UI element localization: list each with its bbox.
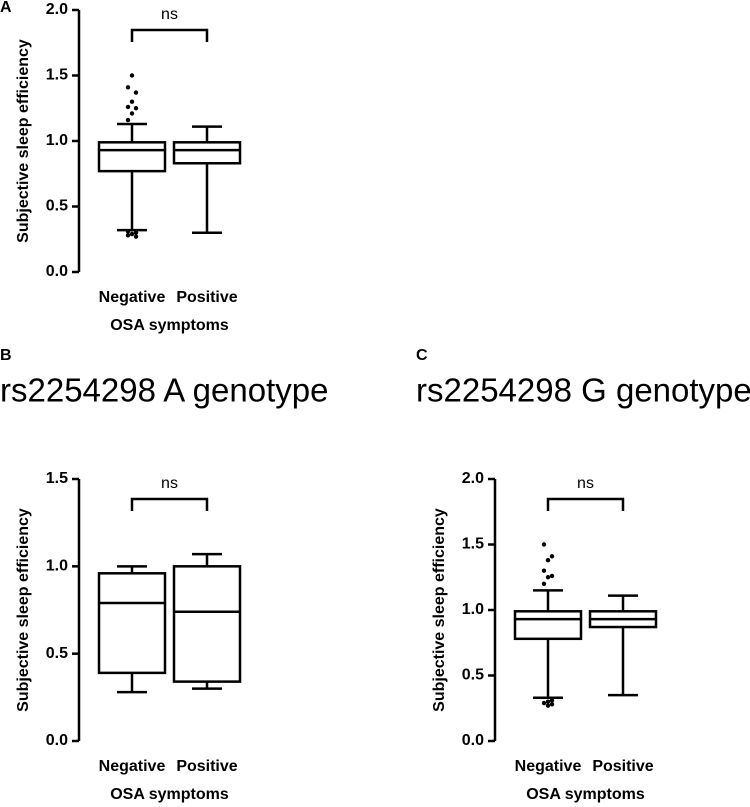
x-tick-label: Positive <box>176 758 237 775</box>
significance-label: ns <box>577 475 594 492</box>
panel-title: rs2254298 A genotype <box>0 372 328 409</box>
outlier <box>129 99 135 104</box>
outlier <box>125 85 131 90</box>
y-axis-label: Subjective sleep efficiency <box>431 508 448 712</box>
y-tick-label: 0.0 <box>46 732 68 749</box>
outlier <box>541 568 547 573</box>
y-tick-label: 1.5 <box>46 470 68 487</box>
y-tick-label: 1.0 <box>462 601 484 618</box>
x-axis-label: OSA symptoms <box>526 786 645 803</box>
y-tick-label: 0.5 <box>46 198 68 215</box>
panel-label: B <box>0 347 12 364</box>
x-axis-label: OSA symptoms <box>110 786 229 803</box>
outlier <box>541 581 547 586</box>
y-tick-label: 0.0 <box>46 263 68 280</box>
outlier <box>129 231 135 237</box>
outlier <box>125 104 131 110</box>
y-tick-label: 1.0 <box>46 132 68 149</box>
outlier <box>129 73 135 78</box>
outlier <box>545 558 551 563</box>
significance-bracket <box>130 28 209 42</box>
y-tick-label: 0.5 <box>46 645 68 662</box>
y-tick-label: 2.0 <box>462 470 484 487</box>
outlier <box>133 234 139 239</box>
x-tick-label: Negative <box>99 758 166 775</box>
x-tick-label: Negative <box>99 289 166 306</box>
y-tick-label: 0.5 <box>462 667 484 684</box>
y-axis-label: Subjective sleep efficiency <box>15 508 32 712</box>
y-tick-label: 2.0 <box>46 1 68 18</box>
y-tick-label: 0.0 <box>462 732 484 749</box>
y-axis-label: Subjective sleep efficiency <box>15 39 32 243</box>
outlier <box>541 700 547 706</box>
y-tick-label: 1.5 <box>46 67 68 84</box>
outlier <box>125 233 131 238</box>
box <box>172 565 242 683</box>
panel-title: rs2254298 G genotype <box>416 372 750 409</box>
y-tick-label: 1.5 <box>462 536 484 553</box>
box <box>97 572 167 675</box>
significance-label: ns <box>161 6 178 23</box>
outlier <box>545 703 551 708</box>
outlier <box>133 90 139 95</box>
y-tick-label: 1.0 <box>46 558 68 575</box>
outlier <box>541 542 547 547</box>
x-axis-label: OSA symptoms <box>110 317 229 334</box>
outlier <box>133 106 139 111</box>
x-tick-label: Negative <box>515 758 582 775</box>
outlier <box>549 554 555 559</box>
outlier <box>125 229 131 234</box>
outlier <box>125 117 131 123</box>
box <box>97 141 167 173</box>
x-tick-label: Positive <box>176 289 237 306</box>
outlier <box>129 111 135 116</box>
x-tick-label: Positive <box>592 758 653 775</box>
outlier <box>549 702 555 707</box>
significance-bracket <box>130 497 209 511</box>
outlier <box>549 698 555 703</box>
outlier <box>545 699 551 704</box>
box <box>172 141 242 165</box>
outlier <box>545 575 551 580</box>
panel-label: A <box>0 0 12 16</box>
outlier <box>133 230 139 235</box>
outlier <box>549 573 555 579</box>
significance-label: ns <box>161 475 178 492</box>
significance-bracket <box>546 497 625 511</box>
panel-label: C <box>416 347 428 364</box>
box <box>513 610 583 641</box>
